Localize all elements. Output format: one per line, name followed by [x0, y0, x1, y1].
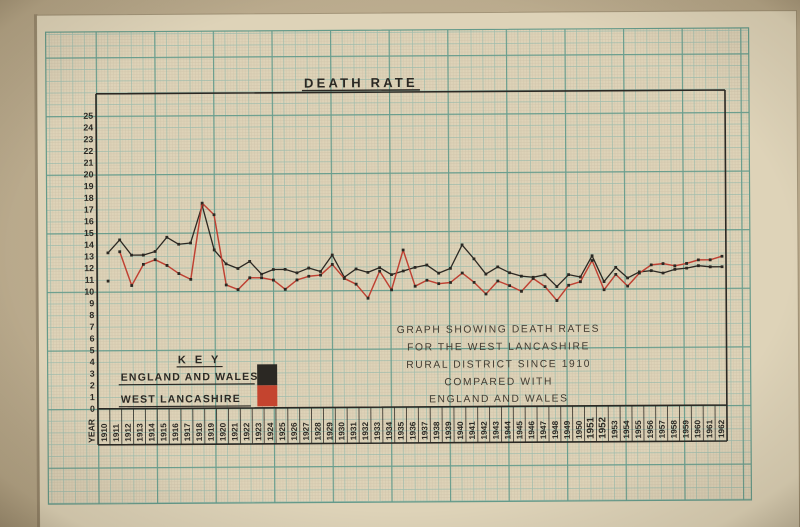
photo-of-graph: DEATH RATE012345678910111213141516171819…	[0, 0, 800, 527]
photo-vignette	[0, 0, 800, 527]
death-rate-chart: DEATH RATE012345678910111213141516171819…	[0, 0, 800, 527]
